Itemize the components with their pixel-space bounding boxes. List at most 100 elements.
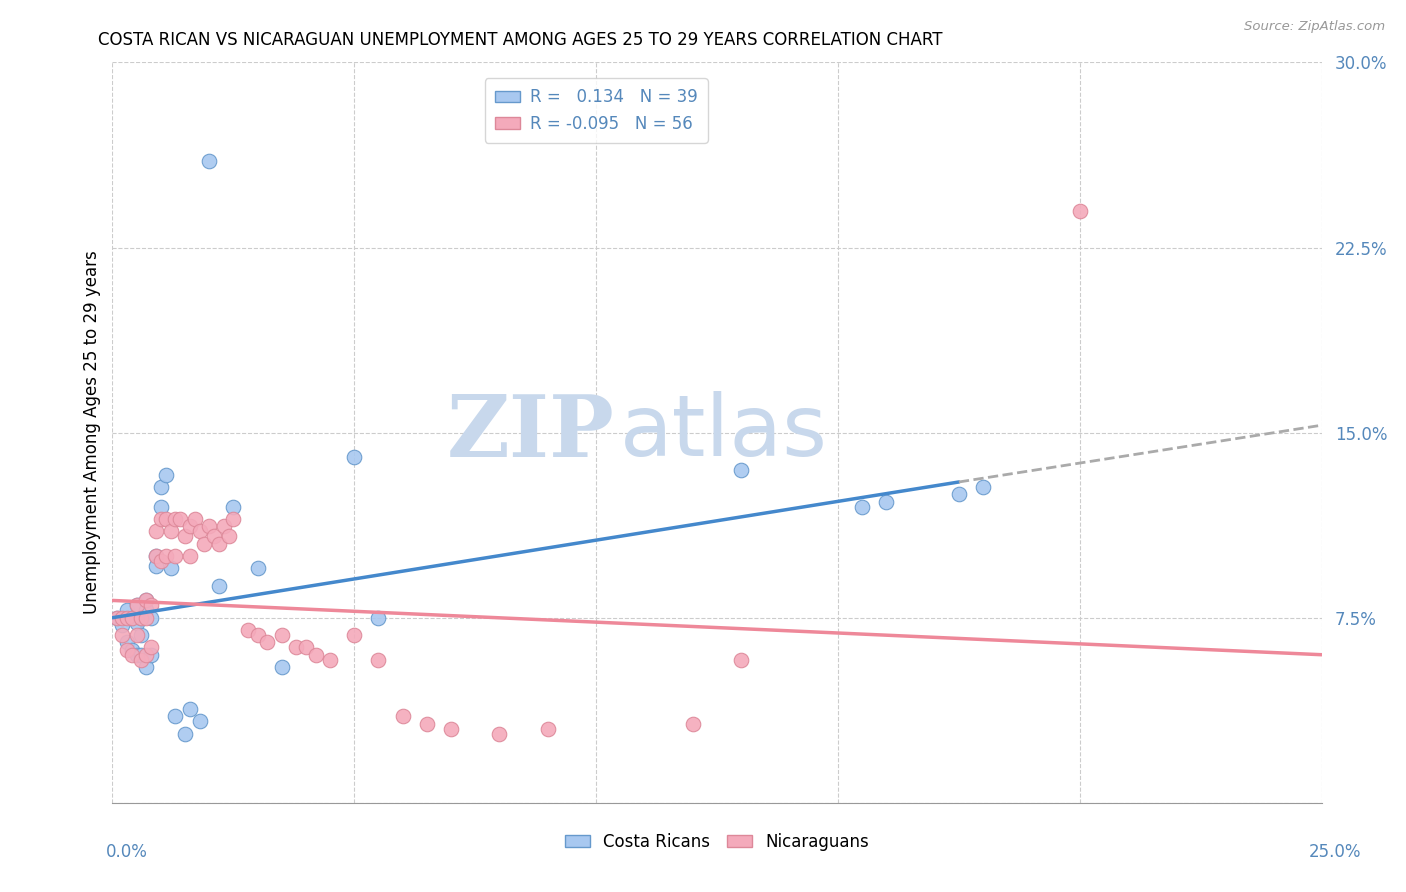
Point — [319, 653, 342, 667]
Point — [155, 467, 177, 482]
Point — [149, 554, 172, 568]
Point — [304, 648, 326, 662]
Point — [972, 480, 994, 494]
Point — [145, 549, 167, 563]
Point — [270, 628, 292, 642]
Point — [343, 628, 366, 642]
Point — [391, 709, 413, 723]
Point — [343, 450, 366, 465]
Point — [174, 727, 197, 741]
Point — [730, 653, 752, 667]
Point — [111, 618, 134, 632]
Point — [285, 640, 308, 655]
Point — [367, 610, 389, 624]
Point — [1069, 203, 1091, 218]
Point — [111, 610, 134, 624]
Point — [155, 512, 177, 526]
Point — [149, 480, 172, 494]
Point — [159, 524, 181, 539]
Text: 0.0%: 0.0% — [105, 843, 148, 861]
Point — [121, 642, 143, 657]
Point — [246, 628, 269, 642]
Text: ZIP: ZIP — [447, 391, 614, 475]
Point — [537, 722, 560, 736]
Point — [246, 561, 269, 575]
Text: Source: ZipAtlas.com: Source: ZipAtlas.com — [1244, 20, 1385, 33]
Point — [193, 536, 215, 550]
Point — [149, 500, 172, 514]
Point — [208, 536, 231, 550]
Point — [179, 549, 201, 563]
Point — [135, 593, 157, 607]
Point — [135, 603, 157, 617]
Point — [851, 500, 873, 514]
Point — [159, 561, 181, 575]
Point — [145, 524, 167, 539]
Point — [125, 599, 148, 613]
Point — [115, 635, 138, 649]
Point — [179, 702, 201, 716]
Point — [145, 558, 167, 573]
Point — [135, 660, 157, 674]
Text: COSTA RICAN VS NICARAGUAN UNEMPLOYMENT AMONG AGES 25 TO 29 YEARS CORRELATION CHA: COSTA RICAN VS NICARAGUAN UNEMPLOYMENT A… — [98, 31, 943, 49]
Point — [179, 519, 201, 533]
Point — [222, 512, 245, 526]
Point — [948, 487, 970, 501]
Point — [188, 714, 211, 729]
Point — [165, 549, 187, 563]
Point — [125, 615, 148, 630]
Point — [169, 512, 191, 526]
Point — [183, 512, 205, 526]
Point — [198, 154, 221, 169]
Legend: Costa Ricans, Nicaraguans: Costa Ricans, Nicaraguans — [558, 826, 876, 857]
Point — [121, 610, 143, 624]
Point — [270, 660, 292, 674]
Point — [202, 529, 225, 543]
Point — [875, 494, 897, 508]
Point — [222, 500, 245, 514]
Point — [256, 635, 278, 649]
Point — [105, 610, 128, 624]
Point — [105, 610, 128, 624]
Point — [295, 640, 318, 655]
Point — [131, 610, 153, 624]
Point — [145, 549, 167, 563]
Point — [125, 648, 148, 662]
Point — [141, 599, 163, 613]
Point — [488, 727, 510, 741]
Point — [730, 462, 752, 476]
Point — [131, 648, 153, 662]
Point — [125, 628, 148, 642]
Point — [218, 529, 240, 543]
Point — [212, 519, 235, 533]
Point — [188, 524, 211, 539]
Text: atlas: atlas — [620, 391, 828, 475]
Point — [111, 628, 134, 642]
Text: 25.0%: 25.0% — [1309, 843, 1361, 861]
Point — [115, 603, 138, 617]
Point — [115, 610, 138, 624]
Point — [165, 709, 187, 723]
Point — [149, 512, 172, 526]
Point — [416, 716, 439, 731]
Point — [682, 716, 704, 731]
Point — [208, 579, 231, 593]
Point — [141, 648, 163, 662]
Point — [115, 642, 138, 657]
Point — [135, 648, 157, 662]
Point — [121, 610, 143, 624]
Point — [135, 593, 157, 607]
Point — [121, 648, 143, 662]
Point — [131, 653, 153, 667]
Point — [165, 512, 187, 526]
Y-axis label: Unemployment Among Ages 25 to 29 years: Unemployment Among Ages 25 to 29 years — [83, 251, 101, 615]
Point — [367, 653, 389, 667]
Point — [198, 519, 221, 533]
Point — [125, 599, 148, 613]
Point — [174, 529, 197, 543]
Point — [141, 610, 163, 624]
Point — [131, 628, 153, 642]
Point — [131, 610, 153, 624]
Point — [135, 610, 157, 624]
Point — [236, 623, 259, 637]
